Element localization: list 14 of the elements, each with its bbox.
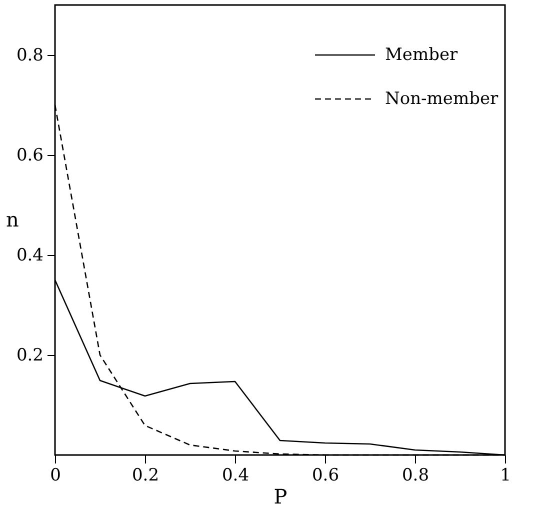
- y-tick-label: 0.2: [16, 346, 44, 366]
- y-tick-label: 0.4: [16, 246, 44, 266]
- y-tick-label: 0.8: [16, 46, 44, 66]
- x-tick-label: 0.2: [132, 466, 160, 486]
- x-tick-label: 0.8: [402, 466, 430, 486]
- legend-label: Non-member: [385, 89, 500, 109]
- y-axis-title: n: [6, 208, 20, 232]
- x-tick-label: 0.4: [222, 466, 250, 486]
- x-axis-title: P: [274, 484, 288, 508]
- x-tick-label: 0.6: [312, 466, 340, 486]
- y-tick-label: 0.6: [16, 146, 44, 166]
- legend-label: Member: [385, 45, 459, 65]
- x-tick-label: 1: [500, 466, 511, 486]
- x-tick-label: 0: [50, 466, 61, 486]
